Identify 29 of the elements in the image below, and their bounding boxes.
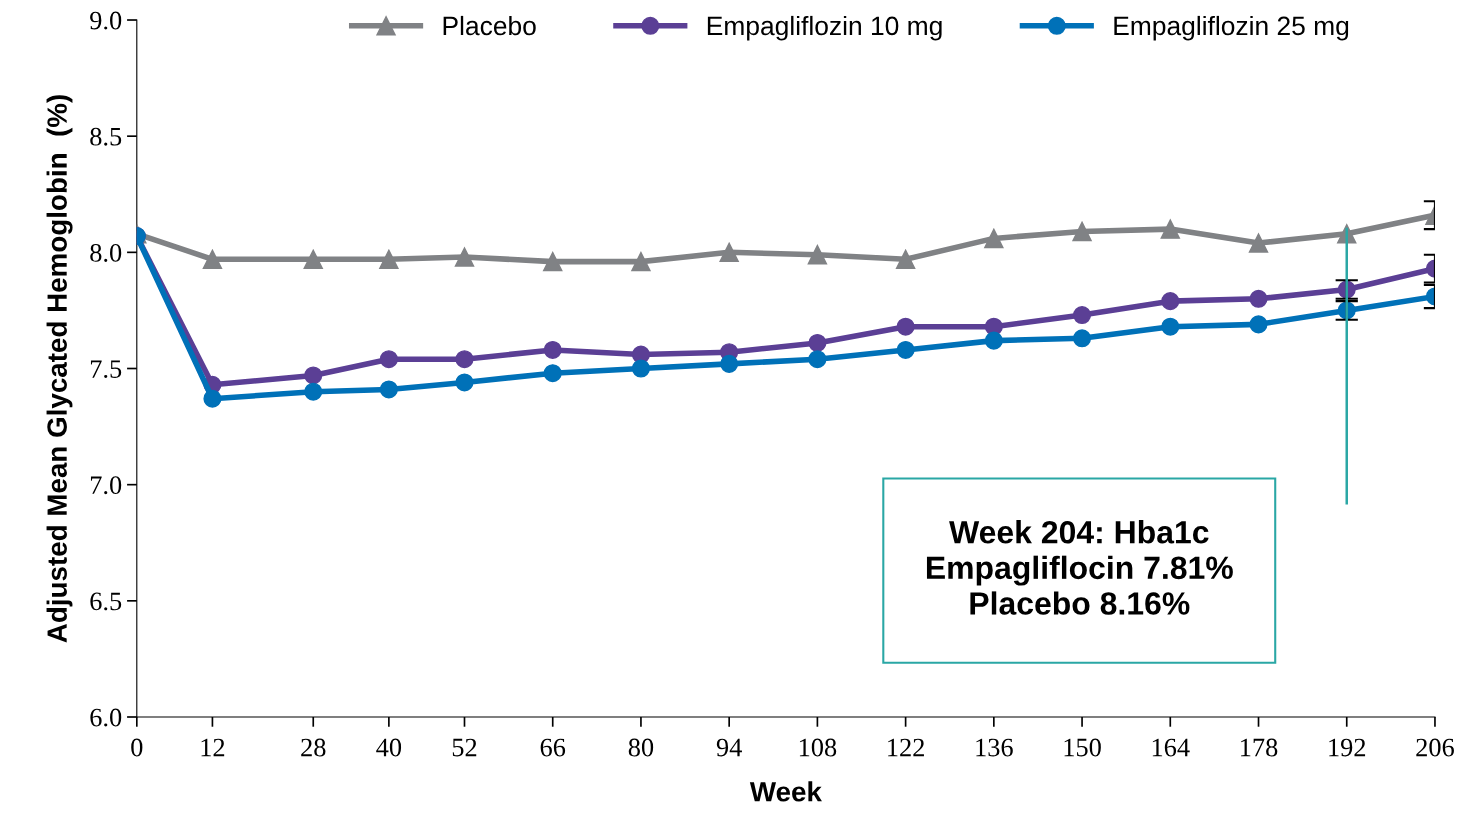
x-tick-label: 52 xyxy=(452,738,477,757)
x-tick-label: 80 xyxy=(628,738,654,757)
y-tick-label: 8.5 xyxy=(90,127,122,146)
x-tick-label: 206 xyxy=(1416,738,1454,757)
x-axis-title: Week xyxy=(749,781,822,802)
x-tick-label: 28 xyxy=(301,738,326,757)
x-tick-label: 192 xyxy=(1329,738,1366,757)
annotation: Week 204: Hba1c Empagliflocin 7.81% Placebo 8.16% xyxy=(926,520,1233,615)
y-tick-label: 9.0 xyxy=(90,11,122,30)
y-axis-title: Adjusted Mean Glycated Hemoglobin (%) xyxy=(46,95,73,643)
x-tick-label: 108 xyxy=(799,738,837,757)
x-tick-label: 178 xyxy=(1241,738,1278,757)
x-tick-label: 66 xyxy=(540,738,566,757)
legend-label: Empagliflozin 10 mg xyxy=(707,15,942,41)
x-tick-label: 0 xyxy=(131,738,143,757)
x-tick-label: 150 xyxy=(1064,738,1101,757)
x-tick-label: 94 xyxy=(716,738,742,757)
x-tick-label: 40 xyxy=(376,738,402,757)
y-tick-label: 7.5 xyxy=(90,360,122,379)
x-tick-label: 122 xyxy=(888,738,924,757)
x-tick-label: 12 xyxy=(201,738,225,757)
y-tick-label: 6.0 xyxy=(90,708,122,727)
x-tick-label: 136 xyxy=(976,738,1013,757)
y-tick-label: 8.0 xyxy=(90,243,122,262)
x-tick-label: 164 xyxy=(1152,738,1190,757)
y-tick-label: 6.5 xyxy=(90,592,122,611)
y-tick-label: 7.0 xyxy=(90,476,122,495)
legend-label: Empagliflozin 25 mg xyxy=(1114,15,1349,41)
legend-label: Placebo xyxy=(443,15,536,36)
